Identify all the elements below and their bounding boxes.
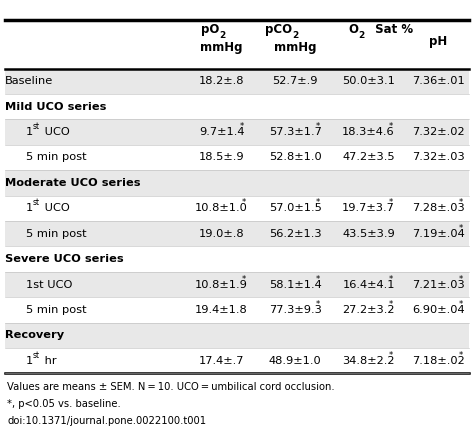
Text: mmHg: mmHg — [274, 41, 316, 54]
Text: 7.18±.02: 7.18±.02 — [412, 356, 465, 366]
Text: 77.3±9.3: 77.3±9.3 — [269, 305, 321, 315]
Text: 57.3±1.7: 57.3±1.7 — [269, 127, 321, 137]
Text: st: st — [33, 198, 40, 207]
Text: Moderate UCO series: Moderate UCO series — [5, 178, 140, 188]
Text: 6.90±.04: 6.90±.04 — [412, 305, 465, 315]
Text: *: * — [389, 275, 393, 284]
Text: 7.32±.02: 7.32±.02 — [412, 127, 465, 137]
Bar — [5, 348, 469, 373]
Text: 52.7±.9: 52.7±.9 — [273, 76, 318, 86]
Bar — [5, 297, 469, 323]
Text: *: * — [459, 300, 463, 309]
Text: *: * — [389, 198, 393, 207]
Text: *: * — [389, 351, 393, 360]
Bar — [5, 94, 469, 119]
Text: 52.8±1.0: 52.8±1.0 — [269, 152, 321, 163]
Text: 19.4±1.8: 19.4±1.8 — [195, 305, 248, 315]
Text: 5 min post: 5 min post — [26, 305, 87, 315]
Text: st: st — [33, 122, 40, 131]
Text: Mild UCO series: Mild UCO series — [5, 102, 106, 112]
Text: 50.0±3.1: 50.0±3.1 — [342, 76, 395, 86]
Text: 7.36±.01: 7.36±.01 — [412, 76, 465, 86]
Text: pH: pH — [429, 35, 447, 49]
Text: 58.1±1.4: 58.1±1.4 — [269, 279, 321, 290]
Text: 7.21±.03: 7.21±.03 — [412, 279, 465, 290]
Bar — [5, 20, 469, 69]
Text: st: st — [33, 351, 40, 360]
Text: 10.8±1.9: 10.8±1.9 — [195, 279, 248, 290]
Text: *: * — [316, 198, 320, 207]
Text: 16.4±4.1: 16.4±4.1 — [342, 279, 395, 290]
Text: 2: 2 — [219, 31, 226, 41]
Text: *, p<0.05 vs. baseline.: *, p<0.05 vs. baseline. — [7, 399, 121, 409]
Text: *: * — [459, 224, 463, 233]
Text: 7.28±.03: 7.28±.03 — [412, 203, 465, 213]
Bar — [5, 69, 469, 94]
Text: 18.2±.8: 18.2±.8 — [199, 76, 244, 86]
Text: Sat %: Sat % — [371, 23, 413, 36]
Text: *: * — [316, 122, 320, 131]
Text: UCO: UCO — [41, 127, 70, 137]
Text: 43.5±3.9: 43.5±3.9 — [342, 229, 395, 239]
Text: *: * — [459, 275, 463, 284]
Text: 1st UCO: 1st UCO — [26, 279, 73, 290]
Text: 1: 1 — [26, 203, 33, 213]
Text: 7.32±.03: 7.32±.03 — [412, 152, 465, 163]
Text: *: * — [242, 198, 246, 207]
Text: 2: 2 — [292, 31, 299, 41]
Text: 34.8±2.2: 34.8±2.2 — [342, 356, 395, 366]
Text: *: * — [389, 300, 393, 309]
Text: *: * — [242, 275, 246, 284]
Text: O: O — [348, 23, 358, 36]
Text: hr: hr — [41, 356, 57, 366]
Text: 19.7±3.7: 19.7±3.7 — [342, 203, 395, 213]
Bar — [5, 246, 469, 272]
Text: 1: 1 — [26, 356, 33, 366]
Bar — [5, 195, 469, 221]
Text: Baseline: Baseline — [5, 76, 53, 86]
Text: 17.4±.7: 17.4±.7 — [199, 356, 244, 366]
Bar — [5, 323, 469, 348]
Text: *: * — [240, 122, 244, 131]
Text: 5 min post: 5 min post — [26, 152, 87, 163]
Bar — [5, 119, 469, 145]
Text: 56.2±1.3: 56.2±1.3 — [269, 229, 321, 239]
Text: *: * — [389, 122, 393, 131]
Text: mmHg: mmHg — [201, 41, 243, 54]
Text: 27.2±3.2: 27.2±3.2 — [342, 305, 395, 315]
Text: Recovery: Recovery — [5, 330, 64, 340]
Text: 7.19±.04: 7.19±.04 — [412, 229, 465, 239]
Text: UCO: UCO — [41, 203, 70, 213]
Text: 10.8±1.0: 10.8±1.0 — [195, 203, 248, 213]
Bar — [5, 272, 469, 297]
Text: Severe UCO series: Severe UCO series — [5, 254, 123, 264]
Text: pCO: pCO — [264, 23, 292, 36]
Text: 18.3±4.6: 18.3±4.6 — [342, 127, 395, 137]
Text: 47.2±3.5: 47.2±3.5 — [342, 152, 395, 163]
Text: *: * — [316, 300, 320, 309]
Text: 57.0±1.5: 57.0±1.5 — [269, 203, 321, 213]
Text: Values are means ± SEM. N = 10. UCO = umbilical cord occlusion.: Values are means ± SEM. N = 10. UCO = um… — [7, 382, 335, 392]
Bar — [5, 221, 469, 246]
Text: pO: pO — [201, 23, 219, 36]
Text: *: * — [459, 351, 463, 360]
Text: 48.9±1.0: 48.9±1.0 — [269, 356, 321, 366]
Text: *: * — [459, 198, 463, 207]
Text: 18.5±.9: 18.5±.9 — [199, 152, 245, 163]
Text: 2: 2 — [358, 31, 365, 41]
Text: *: * — [316, 275, 320, 284]
Text: 19.0±.8: 19.0±.8 — [199, 229, 245, 239]
Text: 5 min post: 5 min post — [26, 229, 87, 239]
Text: doi:10.1371/journal.pone.0022100.t001: doi:10.1371/journal.pone.0022100.t001 — [7, 416, 206, 426]
Text: 9.7±1.4: 9.7±1.4 — [199, 127, 244, 137]
Bar — [5, 145, 469, 170]
Bar — [5, 170, 469, 195]
Text: 1: 1 — [26, 127, 33, 137]
